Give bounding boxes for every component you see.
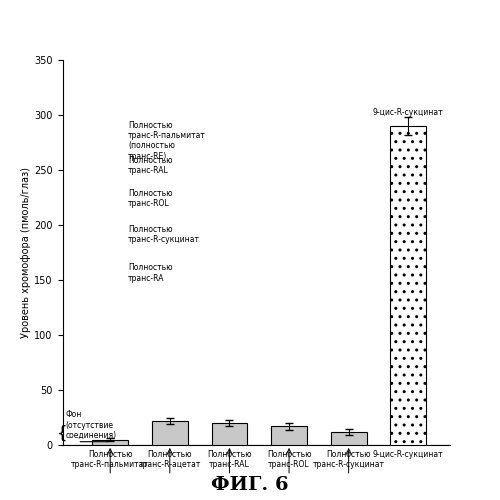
Text: ФИГ. 6: ФИГ. 6	[211, 476, 289, 494]
Bar	[331, 432, 366, 445]
Text: 9-цис-R-сукцинат: 9-цис-R-сукцинат	[373, 108, 444, 117]
Bar	[92, 440, 128, 445]
Text: Полностью
транс-R-пальмитат
(полностью
транс-RE): Полностью транс-R-пальмитат (полностью т…	[128, 120, 206, 160]
Text: Фон
(отсутствие
соединения): Фон (отсутствие соединения)	[66, 410, 116, 440]
Bar	[271, 426, 307, 445]
Text: Полностью
транс-RAL: Полностью транс-RAL	[128, 156, 172, 175]
Bar	[390, 126, 426, 445]
Bar	[212, 423, 248, 445]
Text: {: {	[56, 425, 68, 443]
Text: Полностью
транс-RA: Полностью транс-RA	[128, 264, 172, 283]
Text: Полностью
транс-R-сукцинат: Полностью транс-R-сукцинат	[128, 225, 200, 244]
Bar	[152, 421, 188, 445]
Text: Полностью
транс-ROL: Полностью транс-ROL	[128, 188, 172, 208]
Y-axis label: Уровень хромофора (пмоль/глаз): Уровень хромофора (пмоль/глаз)	[22, 167, 32, 338]
